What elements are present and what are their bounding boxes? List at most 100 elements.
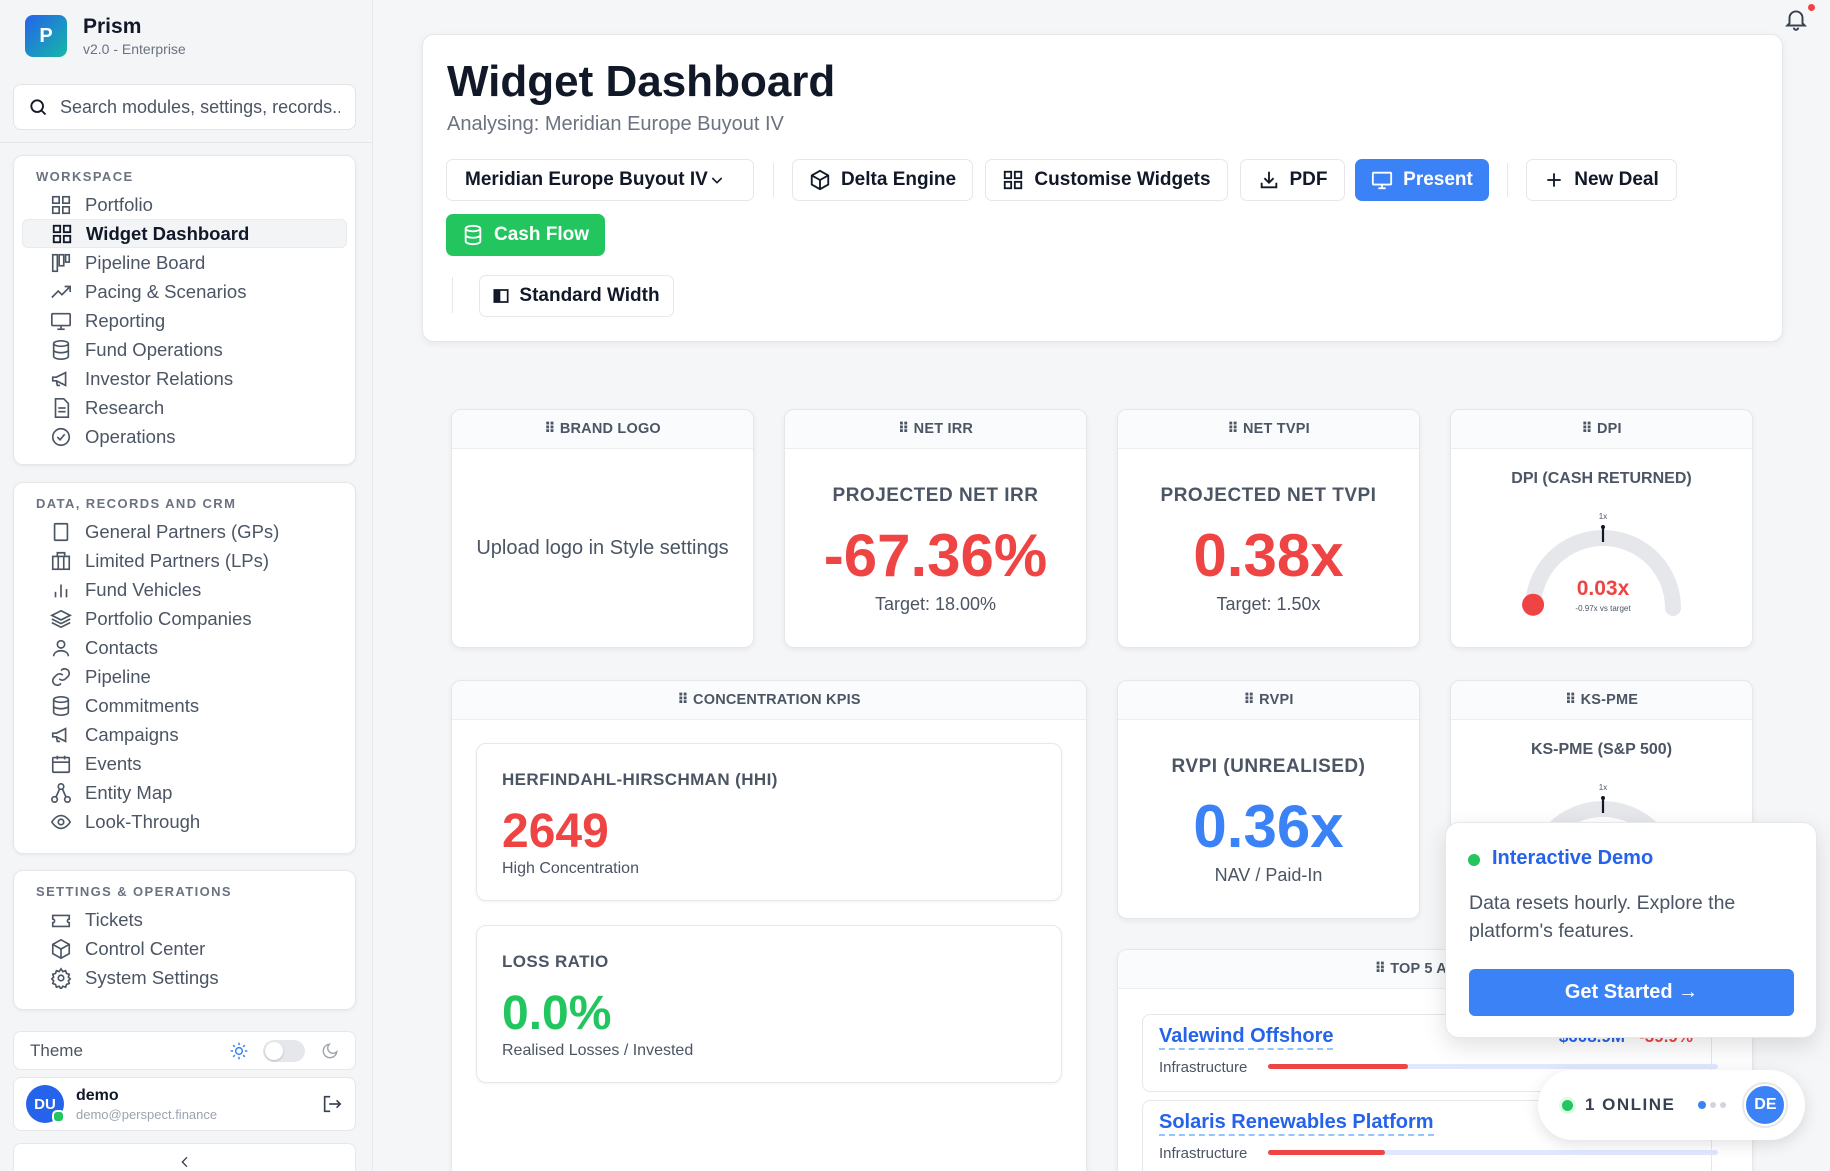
eye-icon bbox=[50, 814, 72, 829]
get-started-button[interactable]: Get Started → bbox=[1469, 969, 1794, 1016]
presence-avatar[interactable]: DE bbox=[1744, 1084, 1787, 1126]
nav-group-workspace: WORKSPACE Portfolio Widget Dashboard Pip… bbox=[13, 155, 356, 465]
widget-concentration-kpis: ⠿ CONCENTRATION KPIS HERFINDAHL-HIRSCHMA… bbox=[451, 680, 1087, 1171]
dpi-tick-label: 1x bbox=[1599, 512, 1607, 521]
widget-header[interactable]: ⠿ NET IRR bbox=[785, 410, 1086, 449]
new-deal-button[interactable]: New Deal bbox=[1526, 159, 1677, 201]
nav-item-label: Pipeline bbox=[85, 665, 151, 687]
nav-item-operations[interactable]: Operations bbox=[22, 422, 347, 451]
avatar[interactable]: DU bbox=[26, 1085, 65, 1123]
pdf-button[interactable]: PDF bbox=[1240, 159, 1345, 201]
nav-item-research[interactable]: Research bbox=[22, 393, 347, 422]
nav-item-fund-vehicles[interactable]: Fund Vehicles bbox=[22, 575, 347, 604]
notifications-bell-icon[interactable] bbox=[1783, 6, 1809, 32]
nav-item-contacts[interactable]: Contacts bbox=[22, 633, 347, 662]
nav-item-pipeline-board[interactable]: Pipeline Board bbox=[22, 248, 347, 277]
nav-item-label: Reporting bbox=[85, 309, 166, 331]
dpi-label: DPI (CASH RETURNED) bbox=[1511, 470, 1692, 487]
hhi-label: HERFINDAHL-HIRSCHMAN (HHI) bbox=[502, 770, 778, 789]
ks-pme-target-tick-dot bbox=[1601, 796, 1605, 800]
user-email: demo@perspect.finance bbox=[76, 1106, 218, 1122]
widget-header[interactable]: ⠿ NET TVPI bbox=[1118, 410, 1419, 449]
new-deal-label: New Deal bbox=[1574, 169, 1659, 190]
widget-header[interactable]: ⠿ DPI bbox=[1451, 410, 1752, 449]
moon-icon[interactable] bbox=[321, 1042, 339, 1060]
sun-icon[interactable] bbox=[229, 1041, 249, 1061]
nav-group-title: DATA, RECORDS AND CRM bbox=[36, 496, 237, 511]
nav-item-label: Tickets bbox=[85, 908, 143, 930]
nav-item-label: Widget Dashboard bbox=[86, 222, 250, 244]
nav-item-events[interactable]: Events bbox=[22, 749, 347, 778]
presence-pill[interactable]: 1 ONLINE DE bbox=[1538, 1070, 1805, 1140]
nav-item-widget-dashboard[interactable]: Widget Dashboard bbox=[22, 219, 347, 248]
logout-icon[interactable] bbox=[321, 1093, 343, 1115]
nav-item-label: Events bbox=[85, 752, 142, 774]
widget-net-irr: ⠿ NET IRR PROJECTED NET IRR -67.36% Targ… bbox=[784, 409, 1087, 648]
rvpi-value: 0.36x bbox=[1193, 793, 1344, 860]
collapse-sidebar-button[interactable] bbox=[13, 1143, 356, 1171]
nav-item-investor-relations[interactable]: Investor Relations bbox=[22, 364, 347, 393]
nav-group-settings: SETTINGS & OPERATIONS Tickets Control Ce… bbox=[13, 870, 356, 1010]
widget-header[interactable]: ⠿ CONCENTRATION KPIS bbox=[452, 681, 1086, 720]
widget-header[interactable]: ⠿ BRAND LOGO bbox=[452, 410, 753, 449]
document-icon bbox=[54, 397, 70, 418]
cube-icon bbox=[810, 169, 830, 191]
page-title: Widget Dashboard bbox=[447, 57, 836, 106]
nav-item-look-through[interactable]: Look-Through bbox=[22, 807, 347, 836]
nav-item-gps[interactable]: General Partners (GPs) bbox=[22, 517, 347, 546]
square-icon bbox=[53, 522, 69, 541]
nav-item-label: Fund Operations bbox=[85, 338, 223, 360]
asset-name[interactable]: Valewind Offshore bbox=[1159, 1025, 1334, 1050]
app-logo: P bbox=[25, 15, 67, 57]
asset-name[interactable]: Solaris Renewables Platform bbox=[1159, 1111, 1434, 1136]
hhi-value: 2649 bbox=[502, 805, 609, 858]
customise-widgets-button[interactable]: Customise Widgets bbox=[985, 159, 1228, 201]
kanban-icon bbox=[51, 253, 71, 272]
trend-icon bbox=[51, 285, 71, 298]
layers-icon bbox=[50, 609, 72, 628]
nav-item-label: Control Center bbox=[85, 937, 206, 959]
typing-dots bbox=[1698, 1101, 1727, 1109]
grid-icon bbox=[52, 224, 72, 243]
present-button[interactable]: Present bbox=[1355, 159, 1489, 201]
search-input[interactable] bbox=[60, 96, 340, 118]
network-icon bbox=[51, 782, 71, 803]
online-count: 1 ONLINE bbox=[1585, 1095, 1676, 1114]
widget-net-tvpi: ⠿ NET TVPI PROJECTED NET TVPI 0.38x Targ… bbox=[1117, 409, 1420, 648]
monitor-icon bbox=[51, 312, 71, 330]
nav-item-control-center[interactable]: Control Center bbox=[22, 934, 347, 963]
grid-icon bbox=[1004, 170, 1023, 190]
popup-body: Data resets hourly. Explore the platform… bbox=[1469, 892, 1736, 942]
nav-item-lps[interactable]: Limited Partners (LPs) bbox=[22, 546, 347, 575]
nav-item-tickets[interactable]: Tickets bbox=[22, 905, 347, 934]
nav-item-pacing[interactable]: Pacing & Scenarios bbox=[22, 277, 347, 306]
brand[interactable]: P Prism v2.0 - Enterprise bbox=[25, 15, 186, 57]
dpi-target-tick-dot bbox=[1601, 525, 1605, 529]
grid-icon bbox=[51, 195, 71, 214]
nav-item-portfolio-companies[interactable]: Portfolio Companies bbox=[22, 604, 347, 633]
cash-flow-button[interactable]: Cash Flow bbox=[446, 214, 605, 256]
ticket-icon bbox=[51, 914, 71, 927]
calendar-icon bbox=[51, 755, 71, 773]
widget-header[interactable]: ⠿ KS-PME bbox=[1451, 681, 1752, 720]
nav-item-portfolio[interactable]: Portfolio bbox=[22, 190, 347, 219]
nav-item-reporting[interactable]: Reporting bbox=[22, 306, 347, 335]
widget-header[interactable]: ⠿ RVPI bbox=[1118, 681, 1419, 720]
asset-row[interactable]: Solaris Renewables Platform Infrastructu… bbox=[1142, 1100, 1718, 1171]
nav-item-fund-operations[interactable]: Fund Operations bbox=[22, 335, 347, 364]
nav-item-commitments[interactable]: Commitments bbox=[22, 691, 347, 720]
nav-group-title: SETTINGS & OPERATIONS bbox=[36, 884, 233, 899]
divider bbox=[452, 277, 453, 313]
theme-toggle[interactable] bbox=[263, 1039, 305, 1062]
nav-item-system-settings[interactable]: System Settings bbox=[22, 963, 347, 992]
nav-item-campaigns[interactable]: Campaigns bbox=[22, 720, 347, 749]
plus-icon bbox=[1547, 173, 1561, 187]
download-icon bbox=[1260, 171, 1277, 189]
delta-engine-button[interactable]: Delta Engine bbox=[792, 159, 973, 201]
customise-widgets-label: Customise Widgets bbox=[1034, 169, 1211, 190]
nav-item-entity-map[interactable]: Entity Map bbox=[22, 778, 347, 807]
nav-item-pipeline[interactable]: Pipeline bbox=[22, 662, 347, 691]
standard-width-button[interactable]: Standard Width bbox=[479, 275, 674, 317]
fund-select[interactable]: Meridian Europe Buyout IV bbox=[446, 159, 754, 201]
search-box[interactable] bbox=[13, 84, 356, 130]
